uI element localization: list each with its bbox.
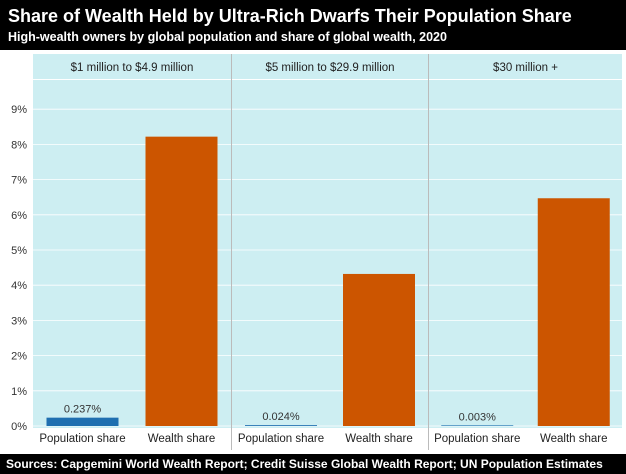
y-tick-label: 2% xyxy=(11,351,27,363)
facet-strip xyxy=(429,54,622,79)
facet-strip xyxy=(232,54,428,79)
y-tick-label: 6% xyxy=(11,210,27,222)
data-label: 0.024% xyxy=(262,411,300,423)
chart-header: Share of Wealth Held by Ultra-Rich Dwarf… xyxy=(0,0,626,50)
y-tick-label: 4% xyxy=(11,280,27,292)
source-note: Sources: Capgemini World Wealth Report; … xyxy=(6,457,603,471)
population-share-bar xyxy=(46,417,119,426)
wealth-share-bar xyxy=(145,136,218,426)
facet-strip xyxy=(33,54,231,79)
y-tick-label: 5% xyxy=(11,245,27,257)
y-tick-label: 3% xyxy=(11,315,27,327)
chart-plot-area: 0% 1% 2% 3% 4% 5% 6% 7% 8% 9% $1 million to $4.9 m… xyxy=(11,54,622,450)
x-tick-label: Wealth share xyxy=(540,433,608,445)
data-label: 0.237% xyxy=(64,404,102,416)
x-tick-label: Population share xyxy=(434,433,520,445)
population-share-bar xyxy=(245,425,317,426)
facet-label: $1 million to $4.9 million xyxy=(71,62,194,74)
chart-subtitle: High-wealth owners by global population … xyxy=(8,30,447,44)
data-label: 0.003% xyxy=(459,411,497,423)
wealth-share-bar xyxy=(537,198,610,426)
population-share-bar xyxy=(441,425,514,426)
facet-label: $30 million + xyxy=(493,62,558,74)
facet-label: $5 million to $29.9 million xyxy=(265,62,394,74)
y-tick-label: 9% xyxy=(11,104,27,116)
wealth-share-bar xyxy=(343,273,415,426)
y-tick-label: 7% xyxy=(11,175,27,187)
chart-title: Share of Wealth Held by Ultra-Rich Dwarf… xyxy=(8,6,572,26)
chart-footer: Sources: Capgemini World Wealth Report; … xyxy=(0,454,626,474)
x-tick-label: Wealth share xyxy=(148,433,216,445)
x-tick-label: Population share xyxy=(238,433,324,445)
y-tick-label: 0% xyxy=(11,421,27,433)
y-tick-label: 1% xyxy=(11,386,27,398)
y-tick-label: 8% xyxy=(11,139,27,151)
x-tick-label: Wealth share xyxy=(345,433,413,445)
x-tick-label: Population share xyxy=(39,433,125,445)
